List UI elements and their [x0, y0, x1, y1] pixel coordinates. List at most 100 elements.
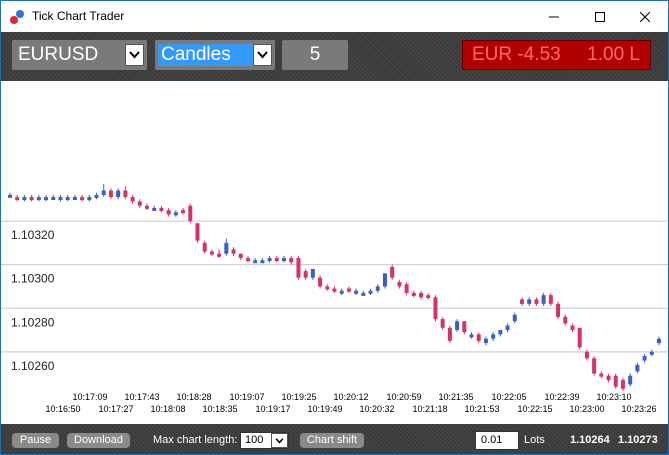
max-chart-length-select[interactable]: 100	[240, 432, 289, 449]
candle	[592, 358, 597, 374]
y-tick-label: 1.10320	[11, 228, 55, 242]
candle	[145, 205, 150, 209]
candle	[584, 351, 589, 359]
max-chart-length-value: 100	[245, 434, 264, 446]
candle	[382, 273, 387, 287]
candle	[563, 316, 568, 324]
title-bar: Tick Chart Trader	[1, 1, 668, 32]
candle	[426, 295, 431, 299]
max-chart-length-label: Max chart length:	[153, 434, 238, 446]
candle	[620, 380, 625, 389]
window-title: Tick Chart Trader	[32, 9, 125, 23]
candle	[159, 207, 164, 211]
max-chart-length-dropdown-button[interactable]	[271, 433, 288, 448]
x-tick-label: 10:21:53	[464, 404, 499, 414]
candle	[346, 288, 351, 292]
pnl-display: EUR -4.53 1.00 L	[462, 40, 651, 70]
candle	[245, 258, 250, 262]
pnl-value: EUR -4.53	[472, 44, 561, 65]
x-tick-label: 10:21:35	[438, 392, 473, 402]
candle	[310, 268, 315, 278]
x-tick-label: 10:23:00	[569, 404, 604, 414]
candle	[534, 299, 539, 304]
chart-type-highlight	[158, 44, 253, 66]
pause-button[interactable]: Pause	[12, 433, 59, 448]
chevron-down-icon	[275, 437, 284, 444]
x-tick-label: 10:18:28	[176, 392, 211, 402]
candle	[238, 253, 243, 259]
candle	[282, 258, 287, 262]
candle	[455, 321, 460, 330]
x-tick-label: 10:16:50	[45, 404, 80, 414]
app-logo-icon	[10, 10, 24, 24]
chevron-down-icon	[129, 51, 140, 59]
ask-price: 1.10273	[618, 434, 658, 446]
candle	[635, 364, 640, 372]
candle	[296, 258, 301, 278]
x-tick-label: 10:19:17	[255, 404, 290, 414]
candle	[548, 295, 553, 304]
position-lots: 1.00 L	[587, 44, 640, 65]
candle	[188, 205, 193, 222]
close-icon	[640, 11, 650, 22]
minimize-button[interactable]	[531, 1, 577, 32]
symbol-select[interactable]: EURUSD	[12, 40, 147, 70]
candle	[332, 288, 337, 292]
candle	[577, 327, 582, 348]
candle	[397, 282, 402, 287]
candle	[8, 194, 12, 198]
x-tick-label: 10:22:39	[544, 392, 579, 402]
candle	[519, 299, 524, 304]
candle	[447, 327, 452, 341]
download-button[interactable]: Download	[67, 433, 130, 448]
candle	[87, 197, 92, 201]
chart-type-select[interactable]: Candles	[155, 40, 275, 70]
lots-input[interactable]: 0.01	[475, 431, 519, 450]
x-tick-label: 10:20:59	[386, 392, 421, 402]
chevron-down-icon	[257, 51, 268, 59]
candle	[101, 190, 106, 195]
x-tick-label: 10:21:18	[412, 404, 447, 414]
candle	[44, 197, 49, 201]
candle	[570, 325, 575, 330]
candle	[217, 253, 222, 257]
chart-canvas[interactable]: 1.10320 1.10300 1.10280 1.10260 10:17:09 10:…	[1, 81, 668, 424]
chart-shift-button[interactable]: Chart shift	[300, 433, 364, 448]
x-tick-label: 10:23:10	[596, 392, 631, 402]
lots-label: Lots	[524, 434, 545, 446]
x-tick-label: 10:17:43	[124, 392, 159, 402]
candle	[260, 260, 265, 264]
symbol-value: EURUSD	[18, 44, 99, 65]
candle	[491, 334, 496, 339]
candle	[65, 197, 70, 201]
x-tick-label: 10:17:09	[72, 392, 107, 402]
candle	[195, 223, 200, 241]
candle	[390, 266, 395, 278]
chart-type-dropdown-button[interactable]	[253, 44, 272, 66]
ticks-per-bar-input[interactable]: 5	[282, 40, 348, 70]
maximize-button[interactable]	[577, 1, 623, 32]
candle	[58, 197, 63, 201]
x-tick-label: 10:20:32	[359, 404, 394, 414]
x-tick-label: 10:20:12	[333, 392, 368, 402]
candle	[505, 325, 510, 330]
candle	[411, 292, 416, 296]
close-button[interactable]	[622, 1, 668, 32]
x-tick-label: 10:22:05	[491, 392, 526, 402]
candle	[80, 197, 85, 201]
candle	[51, 197, 56, 201]
candle	[253, 260, 258, 264]
bid-price: 1.10264	[570, 434, 610, 446]
candle	[15, 197, 20, 201]
candle	[469, 334, 474, 338]
candle	[527, 299, 532, 304]
y-tick-label: 1.10260	[11, 359, 55, 373]
symbol-dropdown-button[interactable]	[125, 44, 144, 66]
candle	[274, 258, 279, 262]
candle	[440, 319, 445, 328]
candle	[325, 286, 330, 290]
candle	[541, 295, 546, 304]
tick-chart[interactable]: 1.10320 1.10300 1.10280 1.10260 10:17:09 10:…	[1, 81, 668, 424]
x-tick-label: 10:19:07	[229, 392, 264, 402]
